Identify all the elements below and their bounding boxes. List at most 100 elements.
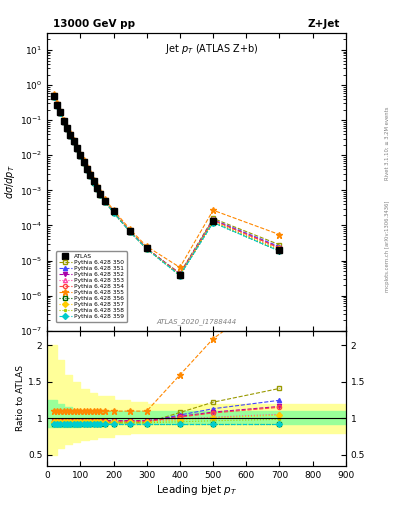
Pythia 6.428 356 (211, 220, 215, 226)
Pythia 6.428 353 (128, 228, 132, 234)
Pythia 6.428 354 (103, 199, 108, 205)
Line: Pythia 6.428 356: Pythia 6.428 356 (52, 95, 281, 278)
Line: Pythia 6.428 358: Pythia 6.428 358 (52, 95, 281, 278)
Pythia 6.428 353 (144, 245, 149, 251)
Pythia 6.428 352 (68, 132, 73, 138)
Pythia 6.428 355 (81, 157, 86, 163)
Line: Pythia 6.428 353: Pythia 6.428 353 (52, 94, 281, 277)
Pythia 6.428 358 (68, 133, 73, 139)
Pythia 6.428 350 (277, 242, 282, 248)
Pythia 6.428 358 (211, 219, 215, 225)
Pythia 6.428 358 (84, 166, 89, 173)
Pythia 6.428 354 (91, 179, 96, 185)
Pythia 6.428 354 (178, 271, 182, 278)
Pythia 6.428 359 (128, 229, 132, 235)
Pythia 6.428 356 (111, 209, 116, 216)
Pythia 6.428 359 (88, 173, 93, 179)
Pythia 6.428 359 (72, 139, 76, 145)
Line: Pythia 6.428 350: Pythia 6.428 350 (52, 95, 281, 275)
Pythia 6.428 353 (103, 199, 108, 205)
Pythia 6.428 351 (72, 139, 76, 145)
Pythia 6.428 353 (65, 125, 70, 132)
Pythia 6.428 353 (81, 159, 86, 165)
Pythia 6.428 354 (81, 159, 86, 165)
Pythia 6.428 357 (128, 228, 132, 234)
Pythia 6.428 358 (65, 126, 70, 132)
Pythia 6.428 353 (55, 102, 59, 108)
Pythia 6.428 358 (58, 110, 63, 116)
Pythia 6.428 353 (211, 218, 215, 224)
Pythia 6.428 356 (277, 248, 282, 254)
Pythia 6.428 351 (128, 228, 132, 234)
Pythia 6.428 354 (84, 166, 89, 172)
Pythia 6.428 355 (91, 177, 96, 183)
Pythia 6.428 352 (75, 145, 79, 152)
Pythia 6.428 352 (58, 110, 63, 116)
Pythia 6.428 351 (144, 245, 149, 251)
Pythia 6.428 351 (88, 172, 93, 178)
Pythia 6.428 358 (111, 209, 116, 216)
Pythia 6.428 353 (111, 209, 116, 215)
Pythia 6.428 356 (58, 110, 63, 116)
Pythia 6.428 352 (91, 179, 96, 185)
Pythia 6.428 352 (211, 217, 215, 223)
Pythia 6.428 357 (178, 272, 182, 278)
Pythia 6.428 352 (103, 198, 108, 204)
Pythia 6.428 356 (68, 133, 73, 139)
Pythia 6.428 352 (81, 159, 86, 165)
Pythia 6.428 351 (55, 102, 59, 108)
Pythia 6.428 351 (111, 209, 116, 215)
Pythia 6.428 354 (95, 185, 99, 191)
Pythia 6.428 358 (51, 94, 56, 100)
Pythia 6.428 350 (98, 191, 103, 198)
Pythia 6.428 351 (65, 125, 70, 132)
Pythia 6.428 355 (211, 207, 215, 214)
Text: 13000 GeV pp: 13000 GeV pp (53, 19, 135, 29)
Pythia 6.428 358 (61, 119, 66, 125)
Pythia 6.428 350 (55, 102, 59, 109)
Pythia 6.428 351 (178, 271, 182, 277)
Pythia 6.428 352 (51, 93, 56, 99)
Pythia 6.428 352 (72, 139, 76, 145)
Pythia 6.428 355 (84, 164, 89, 170)
Pythia 6.428 354 (61, 118, 66, 124)
Pythia 6.428 354 (55, 102, 59, 108)
Pythia 6.428 359 (211, 220, 215, 226)
Text: Rivet 3.1.10; ≥ 3.2M events: Rivet 3.1.10; ≥ 3.2M events (385, 106, 390, 180)
Pythia 6.428 350 (88, 173, 93, 179)
Pythia 6.428 350 (78, 153, 83, 159)
Pythia 6.428 359 (51, 94, 56, 100)
Pythia 6.428 357 (103, 199, 108, 205)
Pythia 6.428 357 (72, 139, 76, 145)
Pythia 6.428 352 (65, 125, 70, 132)
Pythia 6.428 350 (65, 126, 70, 132)
Pythia 6.428 355 (128, 226, 132, 232)
Pythia 6.428 353 (51, 93, 56, 99)
Pythia 6.428 350 (128, 229, 132, 235)
Pythia 6.428 358 (103, 199, 108, 205)
Pythia 6.428 355 (277, 231, 282, 238)
Pythia 6.428 356 (84, 166, 89, 173)
Pythia 6.428 359 (81, 160, 86, 166)
Pythia 6.428 358 (72, 139, 76, 145)
Pythia 6.428 350 (211, 216, 215, 222)
Pythia 6.428 358 (144, 246, 149, 252)
Pythia 6.428 357 (81, 160, 86, 166)
Pythia 6.428 355 (103, 197, 108, 203)
Pythia 6.428 359 (103, 199, 108, 205)
Pythia 6.428 357 (111, 209, 116, 216)
Pythia 6.428 359 (178, 272, 182, 279)
Pythia 6.428 350 (51, 94, 56, 100)
Pythia 6.428 355 (75, 143, 79, 150)
Pythia 6.428 351 (61, 118, 66, 124)
Pythia 6.428 354 (58, 110, 63, 116)
Pythia 6.428 356 (144, 246, 149, 252)
Pythia 6.428 356 (88, 173, 93, 179)
Line: Pythia 6.428 352: Pythia 6.428 352 (52, 94, 281, 276)
Pythia 6.428 352 (95, 185, 99, 191)
Text: Jet $p_T$ (ATLAS Z+b): Jet $p_T$ (ATLAS Z+b) (165, 42, 258, 56)
Pythia 6.428 357 (61, 119, 66, 125)
Pythia 6.428 352 (78, 153, 83, 159)
Pythia 6.428 350 (144, 246, 149, 252)
Pythia 6.428 357 (68, 133, 73, 139)
